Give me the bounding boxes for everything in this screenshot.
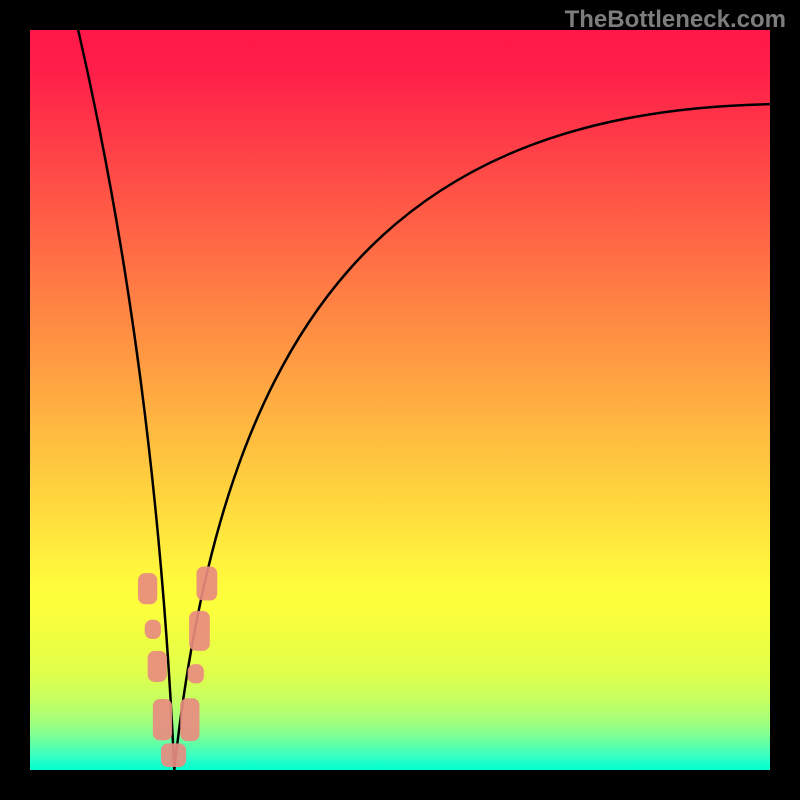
data-marker <box>153 699 172 740</box>
chart-container: TheBottleneck.com <box>0 0 800 800</box>
gradient-background <box>30 30 770 770</box>
data-marker <box>138 573 157 604</box>
watermark-text: TheBottleneck.com <box>565 6 786 34</box>
data-marker <box>145 620 161 639</box>
data-marker <box>197 567 218 601</box>
data-marker <box>161 743 186 767</box>
data-marker <box>148 651 167 682</box>
bottleneck-chart <box>0 0 800 800</box>
data-marker <box>180 698 199 741</box>
data-marker <box>189 611 210 651</box>
data-marker <box>188 664 204 683</box>
